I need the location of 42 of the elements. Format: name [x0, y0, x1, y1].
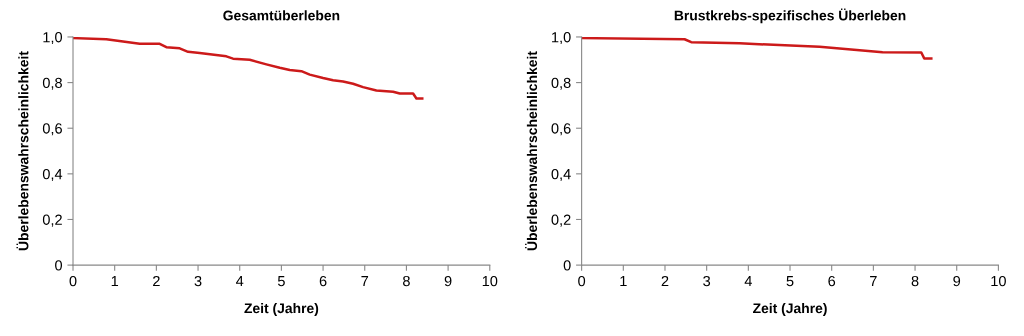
y-tick-label: 0,2 [551, 214, 571, 227]
x-tick-label: 4 [236, 276, 244, 287]
chart-title: Brustkrebs-spezifisches Überleben [674, 8, 906, 24]
x-tick-label: 3 [703, 275, 711, 287]
x-tick-label: 3 [194, 275, 202, 287]
line-series [581, 36, 933, 60]
y-tick-label: 0,6 [551, 123, 571, 136]
y-tick-label: 0,8 [42, 77, 62, 90]
x-tick-label: 5 [277, 276, 285, 287]
y-axis-title: Überlebenswahrscheinlichkeit [16, 51, 29, 251]
y-tick-label: 0,8 [551, 77, 571, 90]
y-tick-label: 1,0 [552, 32, 571, 45]
x-tick-label: 9 [953, 275, 961, 287]
x-tick-label: 6 [319, 275, 327, 287]
x-tick-label: 7 [361, 276, 369, 287]
x-tick-label: 9 [444, 275, 452, 287]
x-tick-label: 8 [403, 275, 410, 287]
y-tick-label: 0,4 [551, 168, 571, 181]
chart-title: Gesamtüberleben [223, 10, 340, 21]
x-tick-label: 1 [111, 276, 119, 287]
x-axis-title: Zeit (Jahre) [244, 303, 319, 316]
x-tick-label: 10 [991, 275, 1006, 287]
x-tick-label: 4 [744, 276, 752, 287]
y-axis-title: Überlebenswahrscheinlichkeit [525, 51, 538, 251]
y-tick-label: 0 [55, 260, 63, 271]
x-axis-title: Zeit (Jahre) [753, 303, 827, 316]
x-tick-label: 7 [870, 276, 877, 287]
y-tick-label: 0,2 [42, 214, 62, 227]
x-tick-label: 2 [153, 275, 160, 287]
y-tick-label: 0,6 [42, 123, 62, 136]
x-tick-label: 0 [578, 275, 586, 287]
x-tick-label: 5 [786, 276, 794, 287]
x-tick-label: 6 [828, 275, 836, 287]
x-tick-label: 0 [69, 275, 77, 287]
x-tick-label: 1 [620, 276, 627, 287]
x-tick-label: 2 [661, 275, 669, 287]
y-tick-label: 0 [563, 260, 571, 271]
y-tick-label: 1,0 [43, 32, 63, 45]
line-series [73, 36, 424, 100]
y-tick-label: 0,4 [42, 168, 63, 181]
x-tick-label: 10 [482, 275, 498, 287]
x-tick-label: 8 [911, 275, 919, 287]
